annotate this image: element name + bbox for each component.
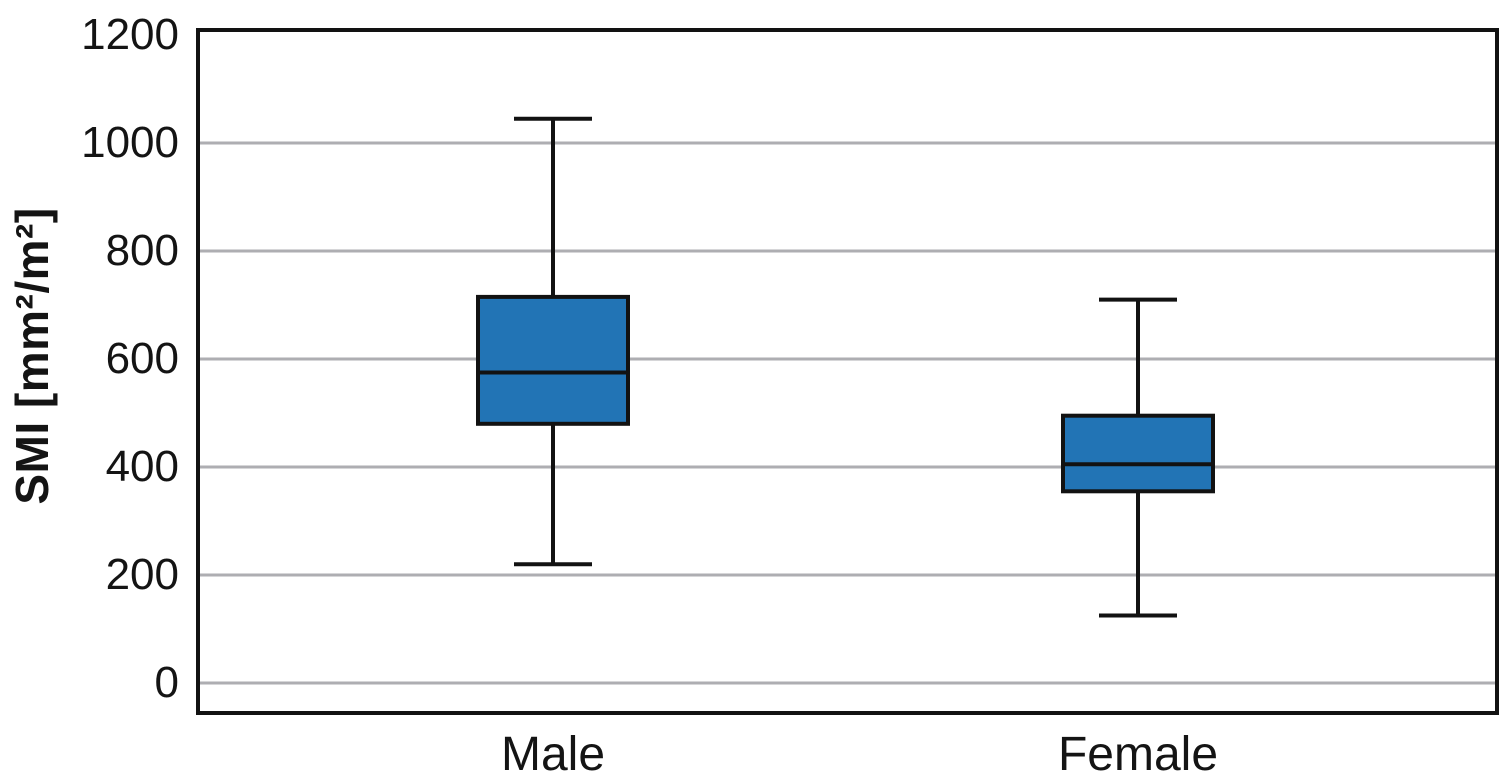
y-tick-label: 600 xyxy=(105,334,179,383)
category-label-male: Male xyxy=(500,728,606,781)
iqr-box xyxy=(1061,413,1215,494)
y-tick-label: 800 xyxy=(105,226,179,275)
boxplot-male xyxy=(476,116,630,567)
y-tick-label: 1000 xyxy=(81,118,179,167)
plot-border xyxy=(196,28,1499,715)
y-tick-label: 400 xyxy=(105,442,179,491)
y-tick-label: 200 xyxy=(105,550,179,599)
y-axis-tick-labels: 0 200 400 600 800 1000 1200 xyxy=(0,0,181,784)
y-tick-label: 0 xyxy=(154,658,179,707)
iqr-box xyxy=(476,294,630,426)
category-label-female: Female xyxy=(1057,728,1219,781)
y-tick-label: 1200 xyxy=(81,10,179,59)
boxplot-female xyxy=(1061,297,1215,618)
